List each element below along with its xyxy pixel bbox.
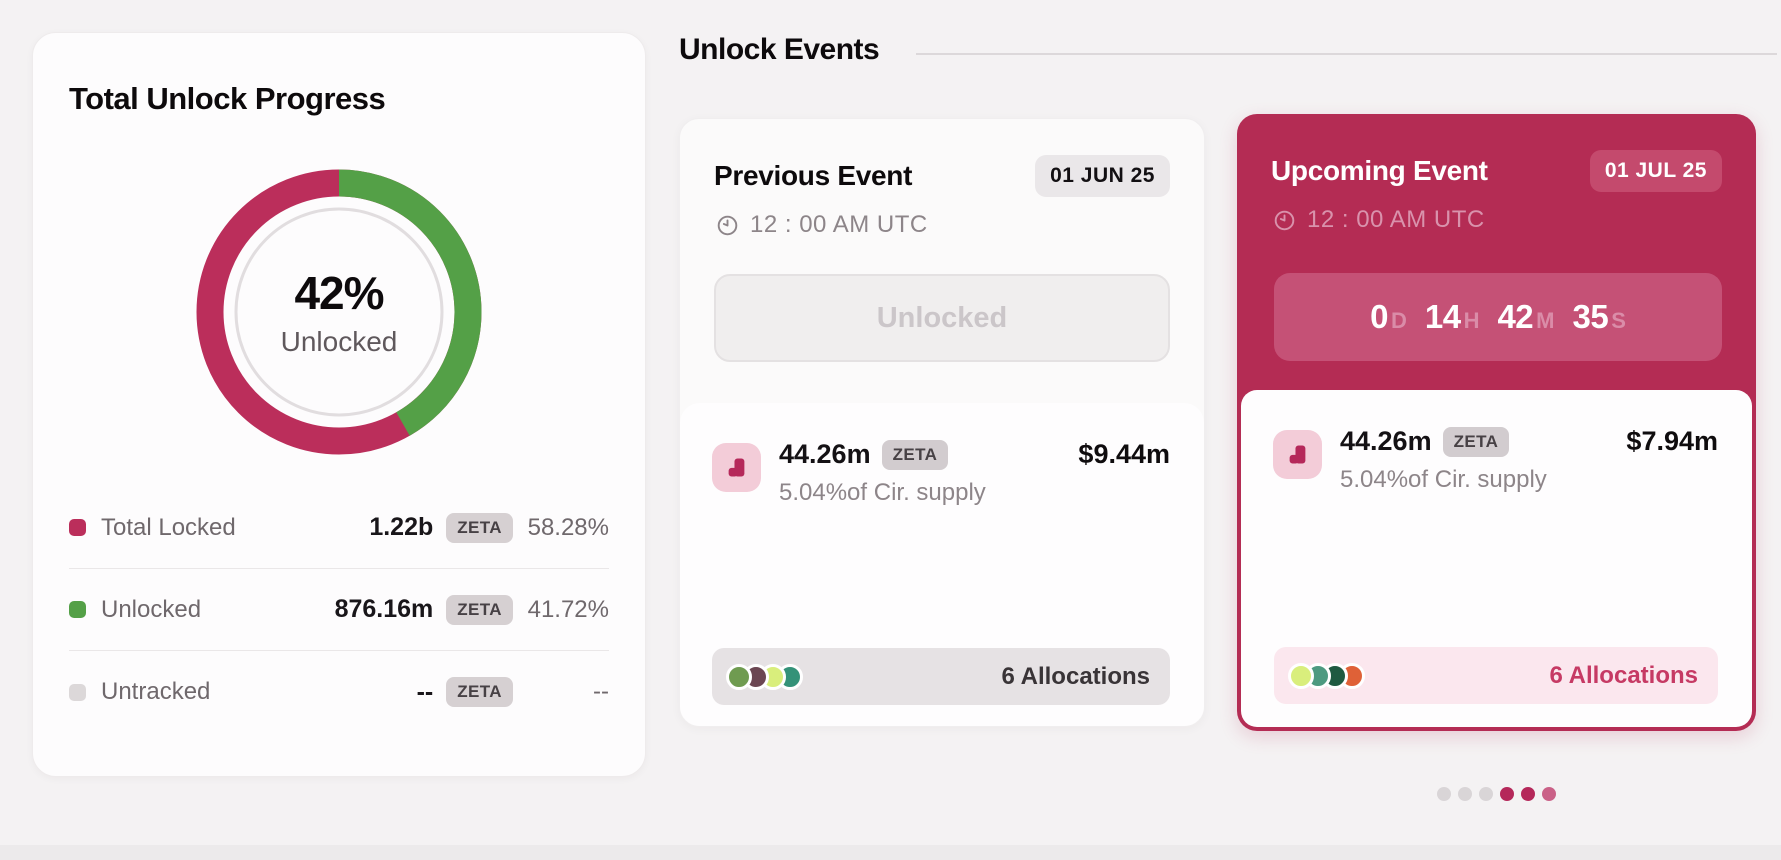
allocation-dot [1288,662,1314,689]
pagination-dot[interactable] [1458,787,1472,801]
countdown-value: 35 [1572,298,1609,335]
legend-row-untracked: Untracked -- ZETA -- [69,651,609,733]
unlock-countdown-timer: 0 D 14 H 42 M 35 S [1274,273,1722,361]
zeta-unit-badge: ZETA [446,512,513,543]
pagination-dot[interactable] [1437,787,1451,801]
legend-value: -- [416,677,434,706]
unlock-usd-value: $7.94m [1626,426,1718,456]
total-unlock-progress-card: Total Unlock Progress 42% Unlocked Total… [32,32,646,777]
countdown-value: 0 [1370,298,1388,335]
zeta-unit-badge: ZETA [1442,426,1510,457]
token-logo-badge [1273,430,1322,479]
events-title-divider [916,53,1777,55]
legend-row-unlocked: Unlocked 876.16m ZETA 41.72% [69,569,609,651]
circulating-supply-note: 5.04%of Cir. supply [1340,466,1547,493]
legend-percent: -- [593,678,609,705]
allocation-color-dots [1288,662,1365,689]
legend-value: 1.22b [369,513,434,541]
pagination-dot[interactable] [1500,787,1514,801]
unlock-amount: 44.26m [779,439,871,469]
allocations-count-label: 6 Allocations [1549,661,1698,689]
donut-percent-caption: Unlocked [280,326,398,357]
countdown-unit: M [1536,308,1555,333]
event-date-badge: 01 JUN 25 [1035,155,1170,197]
event-date-badge: 01 JUL 25 [1589,150,1722,192]
token-row: 44.26m ZETA 5.04%of Cir. supply $9.44m [712,439,1170,507]
unlock-usd-value: $9.44m [1078,439,1170,469]
countdown-unit: D [1390,308,1407,333]
upcoming-event-body: 44.26m ZETA 5.04%of Cir. supply $7.94m 6… [1241,390,1752,727]
zeta-unit-badge: ZETA [446,594,513,625]
upcoming-event-card[interactable]: Upcoming Event 01 JUL 25 12 : 00 AM UTC … [1237,114,1756,731]
allocation-color-dots [726,663,803,690]
unlocked-status-button[interactable]: Unlocked [714,274,1170,362]
pagination-dot[interactable] [1542,787,1556,801]
countdown-seconds: 35 S [1573,298,1626,336]
event-kind-label: Previous Event [714,160,913,191]
donut-percent-value: 42% [294,267,384,319]
legend-percent: 58.28% [527,513,609,541]
total-locked-swatch [69,519,86,536]
legend-row-total-locked: Total Locked 1.22b ZETA 58.28% [69,487,609,569]
donut-center-labels: 42% Unlocked [189,162,489,462]
previous-event-card[interactable]: Previous Event 01 JUN 25 12 : 00 AM UTC … [679,118,1205,727]
donut-svg [196,169,482,455]
donut-inner-ring [234,207,444,417]
event-time-text: 12 : 00 AM UTC [750,211,928,238]
previous-event-header: Previous Event 01 JUN 25 [714,155,1170,197]
upcoming-event-header: Upcoming Event 01 JUL 25 [1271,150,1722,192]
page-bottom-strip [0,845,1781,860]
token-texts: 44.26m ZETA 5.04%of Cir. supply [779,439,986,507]
event-time-row: 12 : 00 AM UTC [716,211,928,239]
progress-card-title: Total Unlock Progress [69,81,386,116]
countdown-unit: H [1463,308,1480,333]
legend-value: 876.16m [334,595,434,623]
legend-label: Total Locked [101,513,236,541]
clock-icon [1274,210,1295,230]
event-carousel-pagination [1437,787,1556,801]
countdown-value: 14 [1424,298,1461,335]
untracked-swatch [69,683,86,701]
unlock-amount: 44.26m [1340,426,1432,456]
unlocked-swatch [69,601,86,618]
allocations-bar[interactable]: 6 Allocations [712,648,1170,705]
legend-label: Unlocked [101,595,202,623]
countdown-minutes: 42 M [1497,298,1554,336]
allocations-count-label: 6 Allocations [1001,662,1150,690]
event-time-text: 12 : 00 AM UTC [1307,206,1485,233]
legend-label: Untracked [101,678,211,705]
clock-icon [717,215,738,235]
previous-event-body: 44.26m ZETA 5.04%of Cir. supply $9.44m 6… [680,403,1204,726]
pagination-dot[interactable] [1521,787,1535,801]
countdown-hours: 14 H [1425,298,1480,336]
event-kind-label: Upcoming Event [1271,155,1488,186]
progress-legend: Total Locked 1.22b ZETA 58.28% Unlocked … [69,487,609,733]
countdown-value: 42 [1497,298,1534,335]
token-unlocks-logo-icon [728,458,745,477]
token-texts: 44.26m ZETA 5.04%of Cir. supply [1340,426,1547,494]
token-logo-badge [712,443,761,492]
zeta-unit-badge: ZETA [446,677,513,707]
event-time-row: 12 : 00 AM UTC [1273,206,1485,234]
token-unlocks-logo-icon [1289,445,1306,464]
countdown-unit: S [1611,308,1626,333]
countdown-days: 0 D [1370,298,1407,336]
allocations-bar[interactable]: 6 Allocations [1274,647,1718,704]
pagination-dot[interactable] [1479,787,1493,801]
circulating-supply-note: 5.04%of Cir. supply [779,479,986,506]
legend-percent: 41.72% [527,595,609,623]
donut-unlocked-arc [196,169,482,455]
unlock-progress-donut-chart: 42% Unlocked [189,162,489,462]
zeta-unit-badge: ZETA [881,439,949,470]
unlock-events-title: Unlock Events [679,33,880,66]
allocation-dot [726,663,752,690]
token-row: 44.26m ZETA 5.04%of Cir. supply $7.94m [1273,426,1718,494]
